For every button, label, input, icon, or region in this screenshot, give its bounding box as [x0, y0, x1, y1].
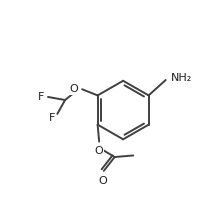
Text: O: O	[95, 146, 104, 156]
Text: F: F	[38, 92, 44, 102]
Text: NH₂: NH₂	[171, 73, 192, 83]
Text: O: O	[70, 84, 78, 94]
Text: F: F	[49, 113, 55, 123]
Text: O: O	[99, 176, 108, 186]
